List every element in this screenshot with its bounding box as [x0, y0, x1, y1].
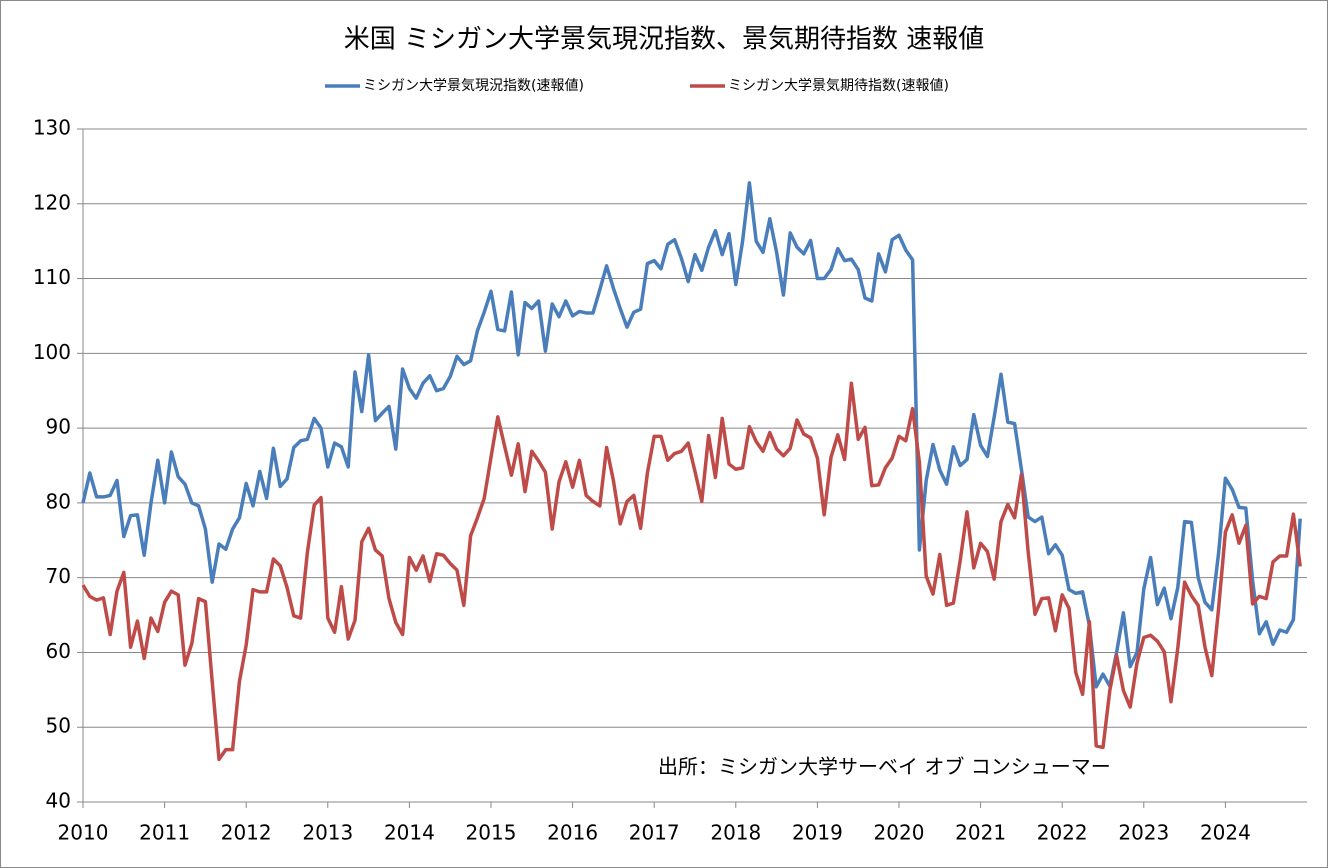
- x-tick-label: 2022: [1037, 821, 1088, 845]
- y-tick-label: 90: [46, 415, 71, 439]
- annotation: 出所：ミシガン大学サーベイ オブ コンシューマー: [658, 755, 1111, 779]
- x-tick-label: 2013: [302, 821, 353, 845]
- x-tick-label: 2011: [139, 821, 190, 845]
- x-tick-label: 2010: [58, 821, 109, 845]
- x-tick-label: 2024: [1200, 821, 1251, 845]
- x-tick-label: 2017: [629, 821, 680, 845]
- x-tick-label: 2020: [874, 821, 925, 845]
- y-tick-label: 60: [46, 639, 71, 663]
- chart-title: 米国 ミシガン大学景気現況指数、景気期待指数 速報値: [344, 25, 985, 55]
- x-tick-label: 2019: [792, 821, 843, 845]
- x-tick-label: 2015: [466, 821, 517, 845]
- x-tick-label: 2016: [547, 821, 598, 845]
- y-tick-label: 100: [33, 340, 71, 364]
- y-tick-label: 50: [46, 714, 71, 738]
- legend-label: ミシガン大学景気期待指数(速報値): [728, 78, 949, 94]
- x-tick-label: 2021: [955, 821, 1006, 845]
- x-tick-label: 2023: [1118, 821, 1169, 845]
- y-tick-label: 110: [33, 265, 71, 289]
- y-tick-label: 120: [33, 190, 71, 214]
- x-tick-label: 2014: [384, 821, 435, 845]
- x-tick-label: 2012: [221, 821, 272, 845]
- y-tick-label: 80: [46, 489, 71, 513]
- y-tick-label: 130: [33, 116, 71, 140]
- y-tick-label: 70: [46, 564, 71, 588]
- series-line: [81, 381, 1302, 762]
- y-tick-label: 40: [46, 789, 71, 813]
- series-line: [81, 181, 1302, 689]
- legend-label: ミシガン大学景気現況指数(速報値): [363, 78, 584, 94]
- x-tick-label: 2018: [710, 821, 761, 845]
